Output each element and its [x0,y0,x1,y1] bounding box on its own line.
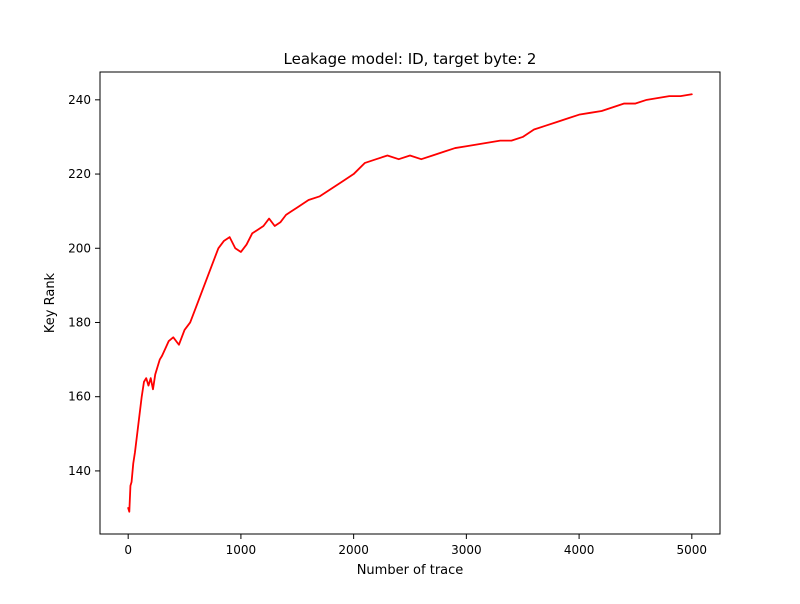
y-tick-label: 140 [68,464,91,478]
plot-frame [99,71,721,535]
series-line-1 [127,93,693,513]
plot-background [100,72,720,534]
x-tick-label: 3000 [451,543,482,557]
x-axis-label: Number of trace [357,563,464,578]
y-axis-label: Key Rank [43,272,58,333]
axes-group [99,71,721,535]
y-tick-label: 180 [68,315,91,329]
x-tick-label: 5000 [677,543,708,557]
x-tick-label: 1000 [226,543,257,557]
series-group [127,93,693,513]
y-tick-label: 220 [68,167,91,181]
x-tick-label: 2000 [338,543,369,557]
y-tick-label: 160 [68,390,91,404]
y-tick-label: 240 [68,93,91,107]
x-axis-ticks: 0 1000 2000 3000 4000 5000 [124,534,707,557]
chart-title: Leakage model: ID, target byte: 2 [284,50,537,68]
y-tick-label: 200 [68,241,91,255]
plot-area [100,72,720,534]
x-tick-label: 0 [124,543,132,557]
x-tick-label: 4000 [564,543,595,557]
y-axis-ticks: 140 160 180 200 220 240 [68,93,100,478]
